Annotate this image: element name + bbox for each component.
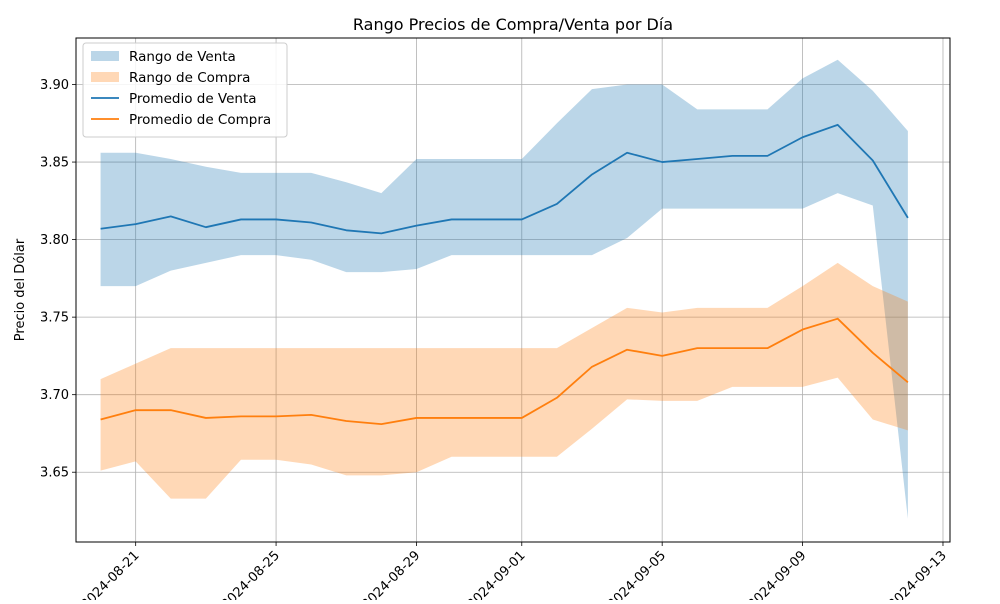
band-rango-de-venta xyxy=(100,59,908,519)
y-tick-label: 3.85 xyxy=(40,156,69,171)
legend-label-rango-de-venta: Rango de Venta xyxy=(129,49,236,65)
y-tick-label: 3.75 xyxy=(40,311,69,326)
x-tick-label: 2024-09-01 xyxy=(465,548,529,600)
band-rango-de-compra xyxy=(100,262,908,499)
x-tick-label: 2024-09-13 xyxy=(886,548,950,600)
line-promedio-de-compra xyxy=(100,317,909,426)
x-tick-label: 2024-08-29 xyxy=(359,548,423,600)
y-tick-label: 3.90 xyxy=(40,78,69,93)
legend: Rango de Venta Rango de Compra Promedio de… xyxy=(82,42,288,138)
line-promedio-de-venta xyxy=(100,123,909,235)
grid-layer xyxy=(76,38,950,542)
legend-label-promedio-de-venta: Promedio de Venta xyxy=(129,91,257,107)
y-tick-label: 3.70 xyxy=(40,388,69,403)
x-tick-label: 2024-08-25 xyxy=(219,548,283,600)
plot-frame xyxy=(75,37,951,543)
line-layer xyxy=(100,123,909,426)
band-layer xyxy=(100,59,908,519)
legend-swatch-rango-de-compra xyxy=(91,72,119,82)
y-tick-label: 3.65 xyxy=(40,466,69,481)
y-tick-label: 3.80 xyxy=(40,233,69,248)
x-tick-label: 2024-08-21 xyxy=(78,548,142,600)
legend-box xyxy=(82,42,288,138)
legend-label-promedio-de-compra: Promedio de Compra xyxy=(129,112,271,128)
legend-swatch-rango-de-venta xyxy=(91,51,119,61)
x-tick-label: 2024-09-05 xyxy=(605,548,669,600)
legend-label-rango-de-compra: Rango de Compra xyxy=(129,70,250,86)
x-tick-label: 2024-09-09 xyxy=(745,548,809,600)
y-axis-label: Precio del Dólar xyxy=(13,238,28,341)
chart-title: Rango Precios de Compra/Venta por Día xyxy=(353,15,673,34)
